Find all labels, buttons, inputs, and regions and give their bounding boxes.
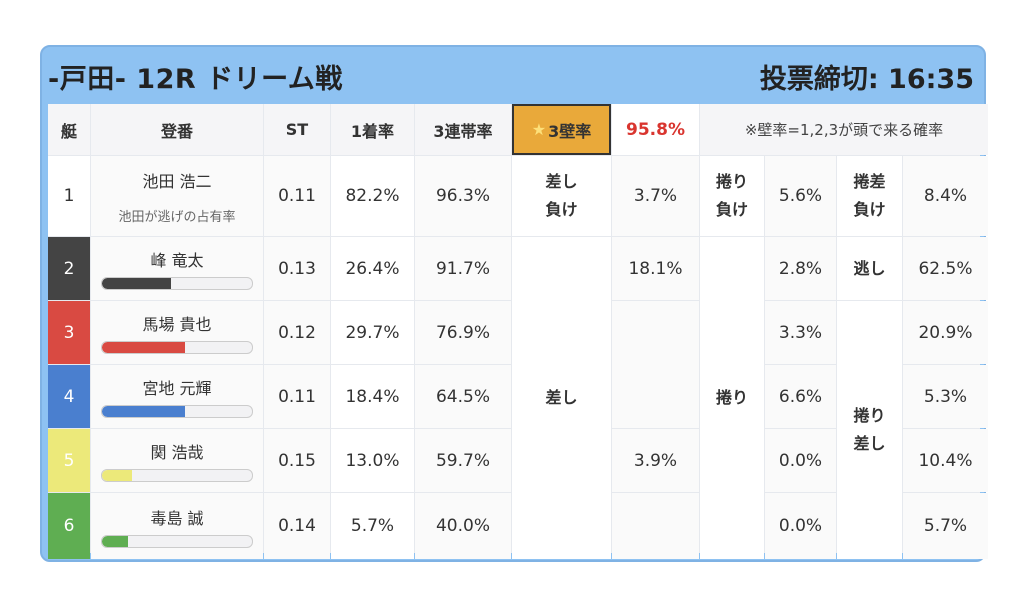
racer-cell: 宮地 元輝 <box>91 365 263 428</box>
pattern-label: 負け <box>853 200 886 219</box>
racer-name: 池田 浩二 <box>142 171 212 191</box>
col-lane-header: 艇 <box>48 104 90 155</box>
win-bar <box>101 341 253 354</box>
win-rate: 29.7% <box>331 301 414 364</box>
st-value: 0.12 <box>264 301 330 364</box>
star-icon: ★ <box>531 120 547 139</box>
pattern-label: 捲り <box>853 406 886 425</box>
racer-name: 毒島 誠 <box>150 508 204 528</box>
win-bar <box>101 534 253 548</box>
wall-rate-label: 3壁率 <box>548 121 592 141</box>
lane-number: 6 <box>48 493 90 559</box>
win-bar-fill <box>102 342 185 353</box>
empty-cell <box>612 493 699 559</box>
win-rate: 26.4% <box>331 237 414 300</box>
pattern-rate: 10.4% <box>903 429 988 492</box>
win-bar <box>101 277 253 290</box>
top3-rate: 96.3% <box>415 156 511 236</box>
racer-cell: 峰 竜太 <box>91 237 263 300</box>
pattern-nige: 逃し <box>837 237 902 300</box>
st-value: 0.14 <box>264 493 330 559</box>
win-bar-fill <box>102 470 132 481</box>
pattern-rate: 0.0% <box>765 493 836 559</box>
vote-deadline: 投票締切: 16:35 <box>759 64 974 95</box>
st-value: 0.15 <box>264 429 330 492</box>
pattern-sashi: 差し <box>512 237 611 559</box>
win-bar <box>101 405 253 418</box>
pattern-label: 差し <box>853 434 886 453</box>
pattern-sashi-lose: 差し 負け <box>512 156 611 236</box>
lane-number: 2 <box>48 237 90 300</box>
pattern-makuri: 捲り <box>700 237 764 559</box>
st-value: 0.11 <box>264 156 330 236</box>
st-value: 0.11 <box>264 365 330 428</box>
lane-number: 1 <box>48 156 90 236</box>
top3-rate: 64.5% <box>415 365 511 428</box>
empty-cell <box>612 301 699 428</box>
pattern-rate: 6.6% <box>765 365 836 428</box>
racer-cell: 毒島 誠 <box>91 493 263 559</box>
pattern-rate: 3.7% <box>612 156 699 236</box>
pattern-rate: 62.5% <box>903 237 988 300</box>
pattern-rate: 8.4% <box>903 156 988 236</box>
win-rate: 13.0% <box>331 429 414 492</box>
top3-rate: 76.9% <box>415 301 511 364</box>
wall-rate-header[interactable]: ★ 3壁率 <box>512 104 611 155</box>
win-bar-fill <box>102 535 128 547</box>
win-bar <box>101 469 253 482</box>
pattern-rate: 5.7% <box>903 493 988 559</box>
pattern-label: 負け <box>545 200 578 219</box>
pattern-rate: 2.8% <box>765 237 836 300</box>
win-rate: 5.7% <box>331 493 414 559</box>
racer-name: 宮地 元輝 <box>142 379 212 398</box>
lane-number: 3 <box>48 301 90 364</box>
lane-number: 5 <box>48 429 90 492</box>
race-card: -戸田- 12R ドリーム戦 投票締切: 16:35 艇 登番 ST 1着率 3… <box>40 45 988 562</box>
race-title: -戸田- 12R ドリーム戦 <box>48 64 343 95</box>
col-racer-header: 登番 <box>91 104 263 155</box>
racer-cell: 池田 浩二 池田が逃げの占有率 <box>91 156 263 236</box>
top3-rate: 40.0% <box>415 493 511 559</box>
top3-rate: 91.7% <box>415 237 511 300</box>
wall-rate-note: ※壁率=1,2,3が頭で来る確率 <box>700 104 988 155</box>
pattern-label: 捲差 <box>853 172 886 191</box>
win-rate: 18.4% <box>331 365 414 428</box>
col-st-header: ST <box>264 104 330 155</box>
pattern-rate: 3.9% <box>612 429 699 492</box>
col-top3-header: 3連帯率 <box>415 104 511 155</box>
racer-name: 馬場 貴也 <box>142 315 212 334</box>
pattern-label: 差し <box>545 172 578 191</box>
wall-rate-value: 95.8% <box>612 104 699 155</box>
lane-number: 4 <box>48 365 90 428</box>
st-value: 0.13 <box>264 237 330 300</box>
pattern-rate: 18.1% <box>612 237 699 300</box>
pattern-rate: 5.3% <box>903 365 988 428</box>
col-win-header: 1着率 <box>331 104 414 155</box>
win-bar-fill <box>102 278 171 289</box>
stats-table: 艇 登番 ST 1着率 3連帯率 ★ 3壁率 95.8% ※壁率=1,2,3が頭で… <box>48 104 988 559</box>
pattern-makurisashi-lose: 捲差 負け <box>837 156 902 236</box>
pattern-makuri-lose: 捲り 負け <box>700 156 764 236</box>
pattern-rate: 5.6% <box>765 156 836 236</box>
racer-cell: 馬場 貴也 <box>91 301 263 364</box>
pattern-rate: 0.0% <box>765 429 836 492</box>
win-rate: 82.2% <box>331 156 414 236</box>
pattern-rate: 20.9% <box>903 301 988 364</box>
racer-name: 関 浩哉 <box>150 443 204 462</box>
racer-name: 峰 竜太 <box>150 251 204 270</box>
escape-share-label: 池田が逃げの占有率 <box>118 209 236 225</box>
top3-rate: 59.7% <box>415 429 511 492</box>
win-bar-fill <box>102 406 185 417</box>
racer-cell: 関 浩哉 <box>91 429 263 492</box>
pattern-label: 負け <box>715 200 748 219</box>
pattern-makurisashi: 捲り 差し <box>837 301 902 559</box>
pattern-rate: 3.3% <box>765 301 836 364</box>
pattern-label: 捲り <box>715 172 748 191</box>
